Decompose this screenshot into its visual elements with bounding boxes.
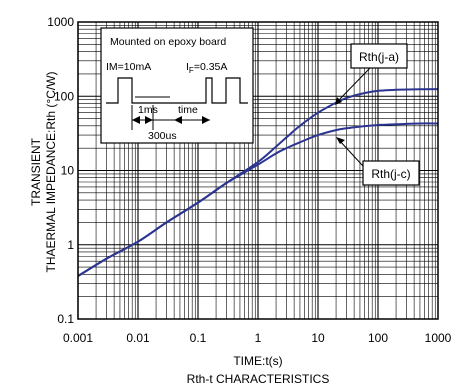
y-tick-label: 1	[67, 238, 74, 252]
x-tick-label: 0.01	[126, 331, 150, 345]
x-tick-label: 0.1	[190, 331, 207, 345]
y-tick-label: 100	[54, 89, 74, 103]
x-tick-label: 10	[311, 331, 325, 345]
callout-leader-jc	[338, 139, 364, 167]
inset-if-label: IF=0.35A	[186, 61, 227, 75]
inset-300us-label: 300us	[148, 130, 177, 142]
y-tick-label: 0.1	[57, 312, 74, 326]
series-callouts: Rth(j-a) Rth(j-c)	[335, 43, 420, 186]
callout-arrow-jc	[336, 137, 345, 144]
callout-label-jc: Rth(j-c)	[371, 167, 410, 181]
inset-box: Mounted on epoxy board IM=10mA IF=0.35A …	[100, 27, 254, 144]
plot-frame	[77, 21, 439, 320]
x-axis-label: TIME:t(s)	[233, 354, 282, 368]
x-tick-label: 1	[255, 331, 262, 345]
callout-arrow-ja	[335, 97, 342, 105]
callout-box-ja	[350, 43, 408, 69]
y-axis-label-line1: TRANSIENT	[29, 137, 43, 206]
callout-label-ja: Rth(j-a)	[359, 50, 399, 64]
y-tick-label: 1000	[47, 15, 74, 29]
chart-title: Rth-t CHARACTERISTICS	[187, 372, 330, 386]
tick-labels: 0.001 0.01 0.1 1 10 100 1000 0.1 1 10 100 1000	[47, 15, 451, 345]
series-line-rth-jc	[78, 122, 438, 277]
pulse-waveform	[106, 77, 248, 104]
x-tick-label: 0.001	[63, 331, 93, 345]
curves	[78, 88, 438, 277]
inset-1ms-label: 1ms	[138, 104, 158, 116]
y-axis-label-line2: THAERMAL IMPEDANCE:Rth (°C/W)	[44, 71, 58, 272]
callout-box-jc	[362, 160, 420, 186]
y-tick-label: 10	[61, 164, 75, 178]
x-tick-label: 100	[368, 331, 388, 345]
inset-time-label: time	[178, 104, 198, 116]
inset-frame	[100, 27, 254, 144]
callout-leader-ja	[336, 67, 371, 103]
inset-title: Mounted on epoxy board	[110, 36, 226, 48]
inset-im-label: IM=10mA	[106, 61, 151, 73]
x-tick-label: 1000	[425, 331, 452, 345]
